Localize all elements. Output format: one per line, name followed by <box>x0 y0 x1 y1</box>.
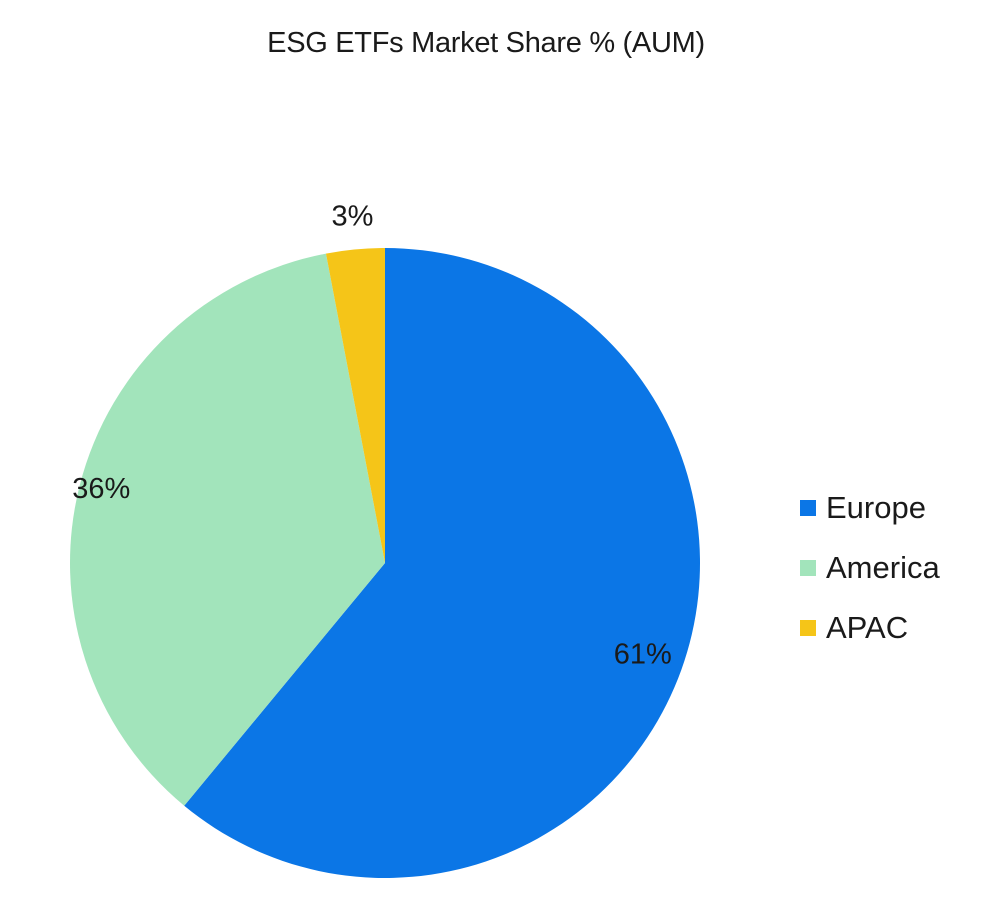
pie-slice-europe <box>184 248 701 879</box>
legend-swatch-apac <box>800 620 816 636</box>
legend-item-apac: APAC <box>800 598 940 658</box>
data-label-apac: 3% <box>331 201 373 233</box>
pie-data-labels: 61% 36% 3% <box>72 201 672 671</box>
data-label-europe: 61% <box>614 638 672 670</box>
legend: Europe America APAC <box>800 478 940 658</box>
legend-item-america: America <box>800 538 940 598</box>
pie-slice-america <box>69 253 385 806</box>
legend-label-apac: APAC <box>826 610 909 645</box>
chart-title: ESG ETFs Market Share % (AUM) <box>267 27 705 59</box>
legend-item-europe: Europe <box>800 478 940 538</box>
legend-swatch-america <box>800 560 816 576</box>
pie-slices <box>69 248 701 879</box>
legend-label-america: America <box>826 550 940 585</box>
data-label-america: 36% <box>72 473 130 505</box>
legend-label-europe: Europe <box>826 490 926 525</box>
pie-slice-apac <box>325 248 385 563</box>
legend-swatch-europe <box>800 500 816 516</box>
